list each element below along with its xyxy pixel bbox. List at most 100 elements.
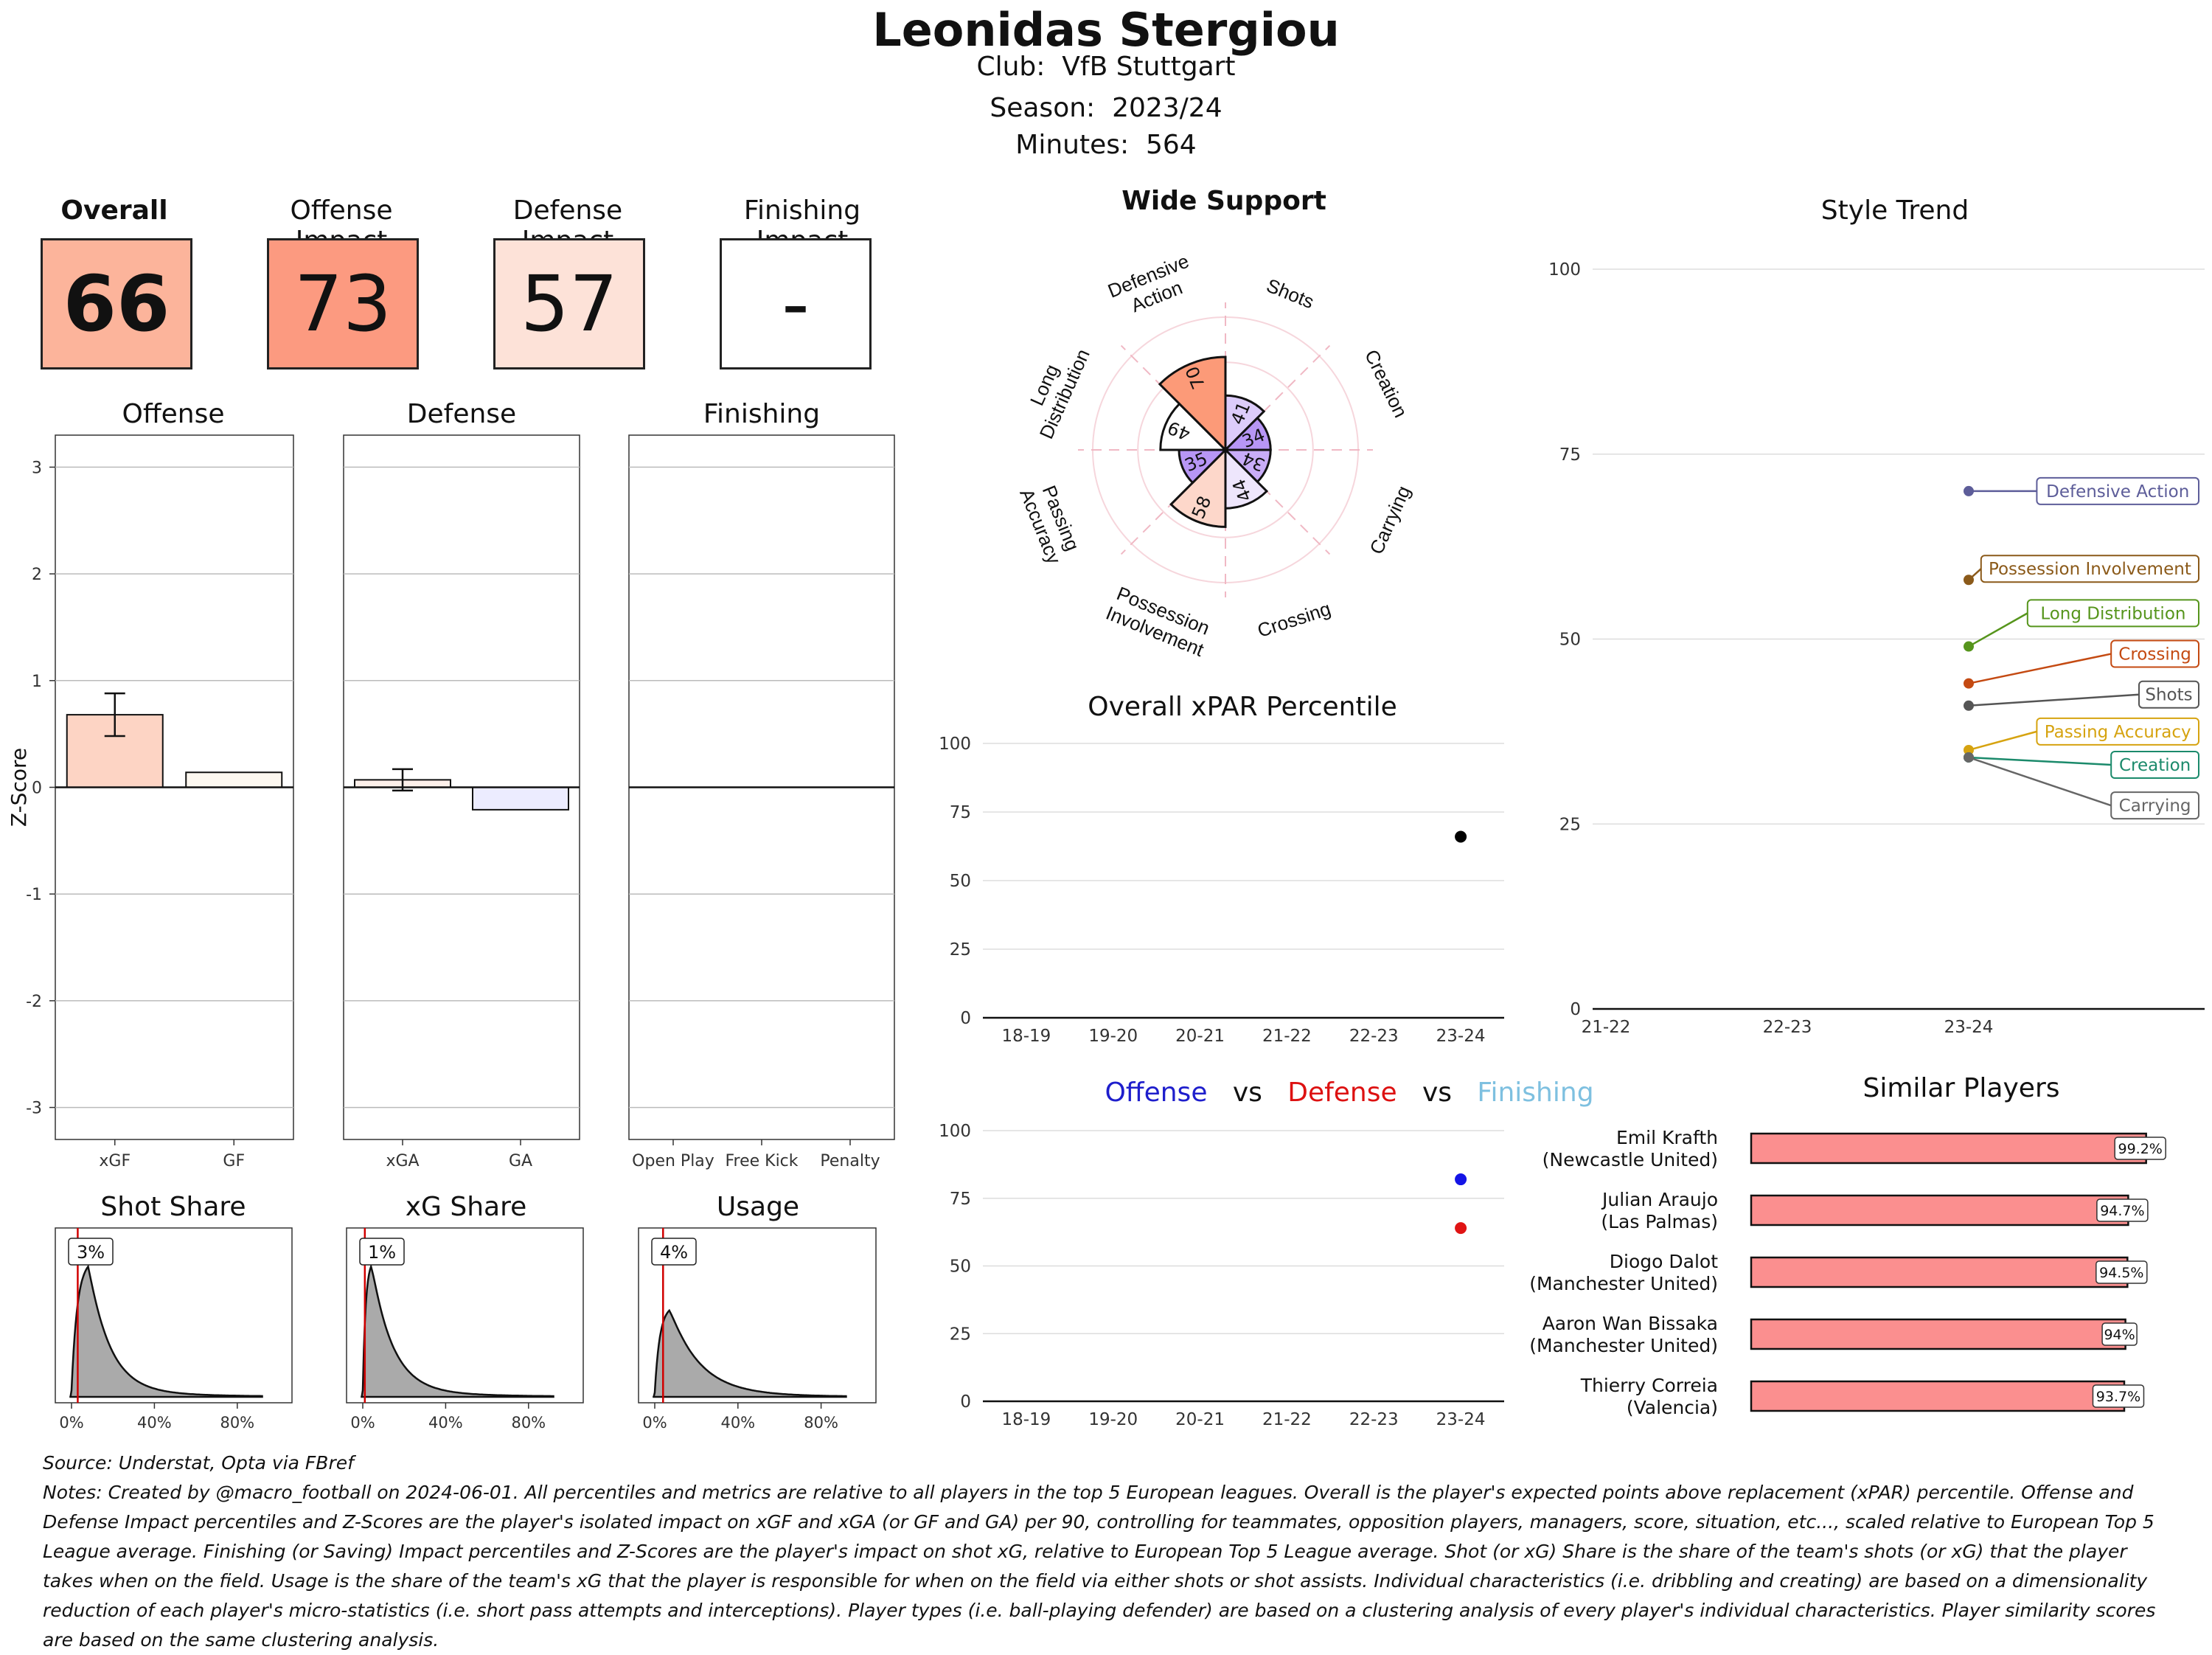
style-trend-title: Style Trend	[1820, 195, 1969, 226]
trend-tick-label: 0	[1570, 1000, 1581, 1019]
trend-series-label: Carrying	[2119, 797, 2191, 816]
zscore-category-label: Penalty	[820, 1152, 880, 1170]
scatter-x-label: 18-19	[1001, 1410, 1051, 1429]
radar-category-label: Shots	[1264, 274, 1318, 313]
scatter-point	[1455, 1222, 1467, 1235]
finishing-panel-title: Finishing	[703, 399, 821, 429]
season-label: Season:	[990, 93, 1096, 123]
ovd-title-offense: Offense	[1105, 1078, 1208, 1108]
density-curve	[653, 1308, 847, 1398]
trend-leader-line	[1968, 756, 2112, 766]
finishing-impact-card: -	[720, 238, 872, 369]
scatter-x-label: 19-20	[1088, 1027, 1138, 1046]
wide-support-title: Wide Support	[1121, 186, 1326, 216]
zscore-category-label: xGF	[99, 1152, 131, 1170]
density-tick-label: 40%	[428, 1414, 463, 1432]
density-value-box	[651, 1238, 697, 1266]
zscore-tick-label: 1	[32, 673, 42, 691]
trend-leader-line	[1968, 612, 2028, 648]
zscore-axis-title: Z-Score	[7, 748, 31, 827]
trend-tick-label: 100	[1548, 260, 1581, 280]
usage-title: Usage	[716, 1192, 800, 1222]
trend-point	[1964, 485, 1974, 496]
radar-category-text: Crossing	[1255, 597, 1334, 642]
density-value-label: 1%	[368, 1242, 396, 1263]
similar-value-label: 93.7%	[2096, 1389, 2140, 1405]
trend-label-box	[2110, 639, 2199, 668]
season-value: 2023/24	[1112, 93, 1222, 123]
trend-label-box	[2036, 476, 2199, 505]
similar-bar	[1750, 1194, 2129, 1226]
trend-point	[1964, 575, 1974, 586]
scatter-tick-label: 25	[950, 1325, 971, 1344]
scatter-x-label: 20-21	[1175, 1410, 1225, 1429]
trend-series-label: Defensive Action	[2046, 482, 2189, 502]
source-note: Source: Understat, Opta via FBref	[43, 1452, 354, 1474]
density-tick-label: 80%	[220, 1414, 254, 1432]
trend-label-box	[2110, 791, 2199, 820]
scatter-x-label: 18-19	[1001, 1027, 1051, 1046]
trend-series-label: Crossing	[2118, 645, 2191, 665]
similar-player-name: Emil Krafth	[1616, 1127, 1718, 1148]
density-value-box	[359, 1238, 405, 1266]
ovd-title-defense: Defense	[1287, 1078, 1397, 1108]
similar-player-team: (Valencia)	[1627, 1397, 1718, 1418]
similar-value-box	[2114, 1137, 2166, 1160]
club-value: VfB Stuttgart	[1062, 52, 1236, 82]
scatter-tick-label: 75	[950, 1190, 971, 1209]
defense-panel-title: Defense	[406, 399, 517, 429]
density-tick-label: 80%	[804, 1414, 838, 1432]
scatter-tick-label: 75	[950, 803, 971, 822]
club-label: Club:	[976, 52, 1046, 82]
trend-label-box	[2026, 599, 2200, 628]
trend-point	[1964, 678, 1974, 689]
scatter-tick-label: 50	[950, 1257, 971, 1277]
similar-player-team: (Las Palmas)	[1601, 1211, 1718, 1232]
similar-value-box	[2096, 1260, 2148, 1284]
similar-player-team: (Manchester United)	[1529, 1273, 1718, 1294]
density-value-label: 4%	[660, 1242, 688, 1263]
trend-series-label: Possession Involvement	[1989, 560, 2191, 579]
radar-category-label: Creation	[1360, 346, 1412, 420]
density-tick-label: 0%	[59, 1414, 83, 1432]
density-tick-label: 0%	[642, 1414, 667, 1432]
radar-category-label: Carrying	[1365, 482, 1414, 558]
scatter-tick-label: 100	[939, 1122, 971, 1141]
similar-players-title: Similar Players	[1863, 1073, 2060, 1103]
scatter-x-label: 20-21	[1175, 1027, 1225, 1046]
zscore-tick-label: -3	[26, 1100, 42, 1118]
similar-player-name: Julian Araujo	[1601, 1189, 1718, 1210]
trend-series-label: Long Distribution	[2040, 604, 2185, 623]
trend-series-label: Passing Accuracy	[2045, 723, 2191, 742]
trend-point	[1964, 752, 1974, 763]
zscore-tick-label: 0	[32, 780, 42, 798]
zscore-tick-label: 2	[32, 566, 42, 584]
ovd-title-vs-1: vs	[1232, 1078, 1262, 1108]
zscore-bar	[185, 771, 283, 788]
trend-tick-label: 50	[1559, 631, 1581, 650]
similar-value-box	[2092, 1384, 2145, 1408]
trend-leader-line	[1968, 653, 2112, 684]
minutes-line: Minutes: 564	[0, 130, 2212, 160]
trend-x-label: 21-22	[1582, 1018, 1631, 1037]
methodology-notes: Notes: Created by @macro_football on 202…	[43, 1482, 2156, 1651]
zscore-category-label: GF	[223, 1152, 245, 1170]
scatter-x-label: 22-23	[1349, 1027, 1399, 1046]
trend-series-label: Shots	[2145, 686, 2192, 705]
trend-leader-line	[1968, 756, 2112, 807]
radar-category-text: Shots	[1264, 274, 1318, 313]
trend-label-box	[2036, 717, 2199, 746]
trend-x-label: 23-24	[1944, 1018, 1994, 1037]
density-value-box	[68, 1238, 114, 1266]
similar-player-team: (Manchester United)	[1529, 1335, 1718, 1356]
scatter-tick-label: 25	[950, 940, 971, 960]
trend-point	[1964, 700, 1974, 711]
density-tick-label: 40%	[720, 1414, 755, 1432]
zscore-tick-label: 3	[32, 459, 42, 477]
offense-panel-title: Offense	[122, 399, 225, 429]
similar-bar	[1750, 1318, 2126, 1350]
density-value-label: 3%	[77, 1242, 105, 1263]
trend-tick-label: 75	[1559, 445, 1581, 465]
xpar-title: Overall xPAR Percentile	[1088, 692, 1397, 722]
